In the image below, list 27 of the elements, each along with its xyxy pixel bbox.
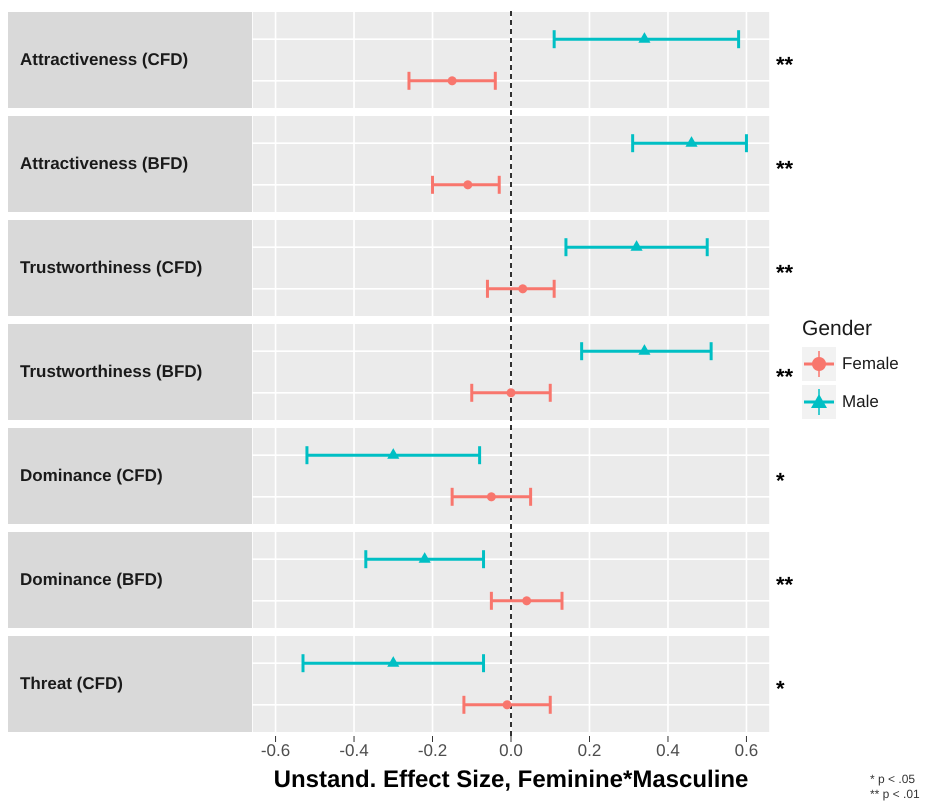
text: ** p < .01 (870, 787, 920, 802)
text: ** (776, 260, 794, 286)
x-tick-label: -0.2 (418, 741, 448, 760)
x-tick-label: 0.6 (734, 741, 758, 760)
text: ** (776, 364, 794, 390)
x-tick-label: 0.4 (656, 741, 680, 760)
text: * (776, 468, 785, 494)
y-tick-label: Dominance (CFD) (20, 466, 163, 486)
x-tick-label: -0.6 (260, 741, 290, 760)
y-tick-label: Dominance (BFD) (20, 570, 163, 590)
y-tick-label: Attractiveness (BFD) (20, 154, 188, 174)
x-tick-label: 0.0 (499, 741, 523, 760)
y-tick-label: Threat (CFD) (20, 674, 123, 694)
y-tick-label: Attractiveness (CFD) (20, 50, 188, 70)
y-tick-label: Trustworthiness (BFD) (20, 362, 202, 382)
legend-title: Gender (802, 317, 874, 341)
legend-label: Female (842, 354, 899, 374)
legend-label: Male (842, 392, 879, 412)
text: ** (776, 52, 794, 78)
text: ** (776, 156, 794, 182)
x-tick-label: 0.2 (578, 741, 602, 760)
text: ** (776, 572, 794, 598)
y-tick-label: Trustworthiness (CFD) (20, 258, 202, 278)
text: * (776, 676, 785, 702)
text: * p < .05 (870, 772, 916, 787)
x-axis-title: Unstand. Effect Size, Feminine*Masculine (272, 766, 750, 794)
x-tick-label: -0.4 (339, 741, 369, 760)
